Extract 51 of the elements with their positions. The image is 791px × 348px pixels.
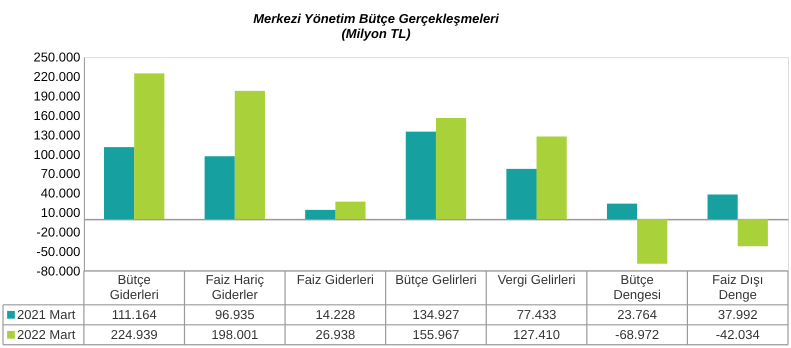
x-tick-label: Bütçe Dengesi (613, 272, 661, 302)
y-tick-label: 160.000 (34, 108, 80, 123)
bar (234, 90, 265, 220)
bar (204, 156, 235, 220)
chart-subtitle: (Milyon TL) (341, 26, 411, 42)
bar (134, 73, 164, 220)
y-tick-label: -20.000 (36, 224, 80, 240)
bar (606, 204, 638, 220)
data-label: 14.228 (316, 306, 356, 322)
y-tick-label: 70.000 (40, 166, 80, 182)
data-label: 198.001 (211, 326, 258, 342)
bar (738, 219, 768, 246)
y-tick-label: 130.000 (34, 127, 80, 142)
y-tick-label: 10.000 (40, 205, 80, 220)
data-label: 134.927 (412, 306, 460, 322)
x-tick-label: Vergi Gelirleri (498, 272, 576, 287)
data-label: 77.433 (516, 306, 556, 322)
legend-label: 2021 Mart (16, 306, 76, 322)
y-tick-label: 40.000 (40, 186, 80, 201)
y-tick-label: 220.000 (34, 69, 80, 84)
data-label: 37.992 (718, 306, 758, 322)
data-label: -42.034 (716, 326, 760, 342)
bar (305, 210, 336, 220)
chart-title: Merkezi Yönetim Bütçe Gerçekleşmeleri (253, 11, 500, 26)
x-tick-label: Bütçe Giderleri (110, 272, 159, 302)
bar (506, 168, 537, 220)
data-label: 111.164 (112, 306, 157, 322)
y-tick-label: 250.000 (34, 50, 80, 65)
legend-label: 2022 Mart (16, 326, 76, 342)
bar (637, 219, 668, 264)
bar (104, 147, 134, 220)
bar (436, 118, 466, 220)
bar (335, 202, 366, 220)
data-label: 96.935 (214, 306, 255, 322)
data-label: 26.938 (316, 326, 356, 342)
x-tick-label: Bütçe Gelirleri (395, 272, 477, 287)
bar (708, 194, 738, 220)
data-label: -68.972 (615, 326, 660, 342)
bar (406, 132, 436, 220)
bar (536, 136, 567, 220)
data-label: 23.764 (617, 306, 657, 322)
x-tick-label: Faiz Giderleri (296, 272, 374, 287)
data-label: 224.939 (110, 326, 158, 342)
y-tick-label: -80.000 (36, 263, 80, 278)
data-label: 155.967 (412, 326, 460, 342)
x-tick-label: Faiz Dışı Denge (712, 272, 764, 302)
y-tick-label: 190.000 (34, 88, 80, 104)
y-tick-label: -50.000 (36, 244, 80, 259)
data-label: 127.410 (513, 326, 560, 342)
x-tick-label: Faiz Hariç Giderler (206, 272, 264, 302)
y-tick-label: 100.000 (34, 146, 80, 162)
